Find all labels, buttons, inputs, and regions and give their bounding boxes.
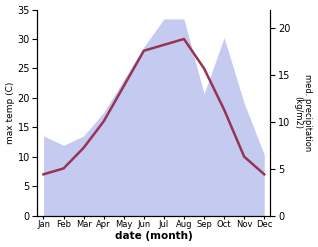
Y-axis label: med. precipitation
(kg/m2): med. precipitation (kg/m2) (293, 74, 313, 151)
Y-axis label: max temp (C): max temp (C) (5, 81, 15, 144)
X-axis label: date (month): date (month) (115, 231, 193, 242)
